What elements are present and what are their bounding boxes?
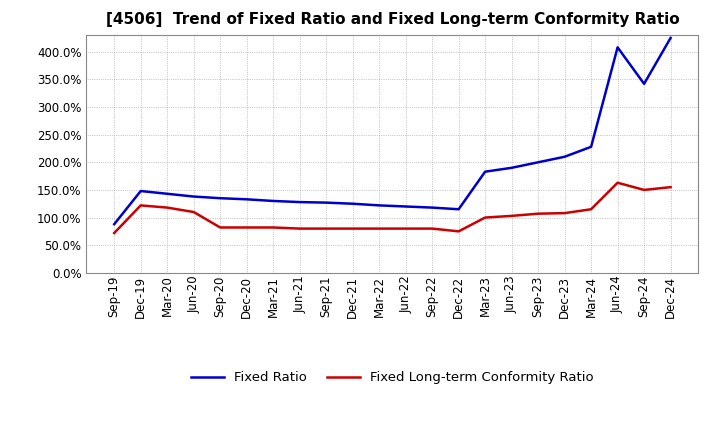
Fixed Ratio <box>189 194 198 199</box>
Fixed Ratio <box>216 195 225 201</box>
Fixed Ratio <box>348 201 357 206</box>
Fixed Ratio <box>163 191 171 196</box>
Fixed Long-term Conformity Ratio <box>322 226 330 231</box>
Fixed Long-term Conformity Ratio <box>216 225 225 230</box>
Fixed Ratio <box>243 197 251 202</box>
Line: Fixed Ratio: Fixed Ratio <box>114 38 670 224</box>
Fixed Ratio <box>640 81 649 87</box>
Fixed Long-term Conformity Ratio <box>508 213 516 219</box>
Fixed Long-term Conformity Ratio <box>428 226 436 231</box>
Fixed Long-term Conformity Ratio <box>534 211 542 216</box>
Fixed Ratio <box>666 35 675 40</box>
Fixed Long-term Conformity Ratio <box>613 180 622 185</box>
Fixed Long-term Conformity Ratio <box>163 205 171 210</box>
Fixed Ratio <box>508 165 516 170</box>
Fixed Long-term Conformity Ratio <box>348 226 357 231</box>
Fixed Long-term Conformity Ratio <box>666 184 675 190</box>
Fixed Ratio <box>613 45 622 50</box>
Fixed Long-term Conformity Ratio <box>189 209 198 215</box>
Legend: Fixed Ratio, Fixed Long-term Conformity Ratio: Fixed Ratio, Fixed Long-term Conformity … <box>186 366 599 390</box>
Fixed Long-term Conformity Ratio <box>401 226 410 231</box>
Fixed Ratio <box>295 199 304 205</box>
Fixed Ratio <box>534 160 542 165</box>
Fixed Long-term Conformity Ratio <box>640 187 649 193</box>
Fixed Ratio <box>375 203 384 208</box>
Fixed Ratio <box>560 154 569 159</box>
Title: [4506]  Trend of Fixed Ratio and Fixed Long-term Conformity Ratio: [4506] Trend of Fixed Ratio and Fixed Lo… <box>106 12 679 27</box>
Fixed Long-term Conformity Ratio <box>243 225 251 230</box>
Fixed Long-term Conformity Ratio <box>560 210 569 216</box>
Fixed Long-term Conformity Ratio <box>110 231 119 236</box>
Fixed Long-term Conformity Ratio <box>375 226 384 231</box>
Fixed Long-term Conformity Ratio <box>481 215 490 220</box>
Fixed Long-term Conformity Ratio <box>454 229 463 234</box>
Fixed Ratio <box>136 188 145 194</box>
Fixed Long-term Conformity Ratio <box>295 226 304 231</box>
Fixed Ratio <box>587 144 595 150</box>
Fixed Ratio <box>110 221 119 227</box>
Fixed Ratio <box>481 169 490 174</box>
Fixed Ratio <box>322 200 330 205</box>
Fixed Ratio <box>269 198 277 204</box>
Fixed Long-term Conformity Ratio <box>269 225 277 230</box>
Fixed Ratio <box>454 207 463 212</box>
Line: Fixed Long-term Conformity Ratio: Fixed Long-term Conformity Ratio <box>114 183 670 233</box>
Fixed Long-term Conformity Ratio <box>587 207 595 212</box>
Fixed Ratio <box>428 205 436 210</box>
Fixed Long-term Conformity Ratio <box>136 203 145 208</box>
Fixed Ratio <box>401 204 410 209</box>
